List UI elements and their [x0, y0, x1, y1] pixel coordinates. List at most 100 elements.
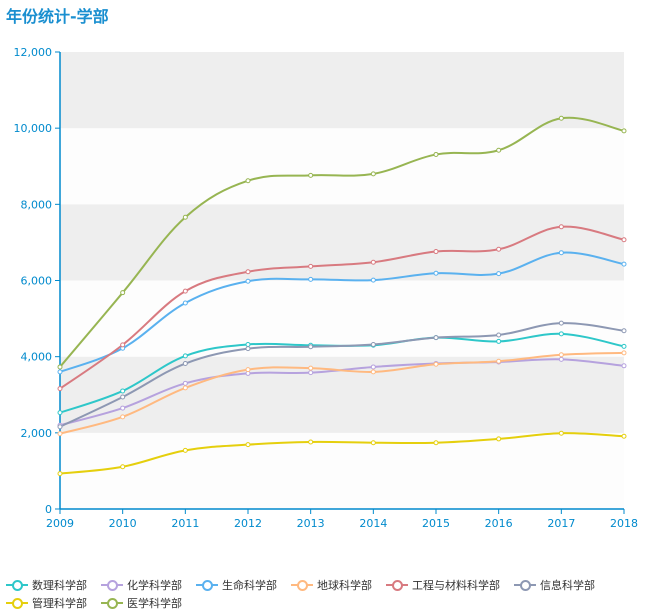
data-point[interactable] [308, 263, 314, 269]
data-point[interactable] [433, 151, 439, 157]
data-point[interactable] [433, 249, 439, 255]
data-point[interactable] [496, 147, 502, 153]
legend-item[interactable]: 管理科学部 [6, 594, 87, 612]
data-point[interactable] [245, 442, 251, 448]
data-point[interactable] [621, 363, 627, 369]
data-point[interactable] [558, 430, 564, 436]
legend-item[interactable]: 医学科学部 [101, 594, 182, 612]
grid-band [60, 204, 624, 281]
data-point[interactable] [558, 115, 564, 121]
data-point[interactable] [308, 370, 314, 376]
data-point[interactable] [496, 271, 502, 277]
x-tick-label: 2010 [109, 517, 137, 530]
data-point[interactable] [308, 344, 314, 350]
legend-item[interactable]: 数理科学部 [6, 576, 87, 594]
data-point[interactable] [182, 447, 188, 453]
data-point[interactable] [182, 353, 188, 359]
data-point[interactable] [120, 394, 126, 400]
data-point[interactable] [558, 320, 564, 326]
data-point[interactable] [182, 300, 188, 306]
series-line-4 [59, 225, 625, 390]
legend-label: 医学科学部 [127, 597, 182, 610]
grid-band [60, 432, 624, 509]
legend-item[interactable]: 生命科学部 [196, 576, 277, 594]
x-tick-label: 2017 [547, 517, 575, 530]
data-point[interactable] [120, 388, 126, 394]
data-point[interactable] [182, 288, 188, 294]
data-point[interactable] [57, 424, 63, 430]
data-point[interactable] [120, 342, 126, 348]
data-point[interactable] [57, 369, 63, 375]
data-point[interactable] [370, 369, 376, 375]
data-point[interactable] [308, 439, 314, 445]
data-point[interactable] [182, 385, 188, 391]
y-tick-label: 10,000 [14, 122, 53, 135]
data-point[interactable] [57, 386, 63, 392]
x-tick-label: 2013 [297, 517, 325, 530]
data-point[interactable] [370, 277, 376, 283]
data-point[interactable] [120, 290, 126, 296]
data-point[interactable] [120, 405, 126, 411]
data-point[interactable] [57, 431, 63, 437]
data-point[interactable] [621, 433, 627, 439]
data-point[interactable] [496, 436, 502, 442]
data-point[interactable] [433, 335, 439, 341]
data-point[interactable] [370, 440, 376, 446]
data-point[interactable] [558, 224, 564, 230]
x-tick-label: 2014 [359, 517, 387, 530]
legend-item[interactable]: 信息科学部 [514, 576, 595, 594]
data-point[interactable] [621, 237, 627, 243]
data-point[interactable] [245, 367, 251, 373]
y-tick-label: 6,000 [21, 275, 53, 288]
data-point[interactable] [245, 346, 251, 352]
data-point[interactable] [621, 350, 627, 356]
data-point[interactable] [621, 128, 627, 134]
data-point[interactable] [496, 338, 502, 344]
legend-item[interactable]: 工程与材料科学部 [386, 576, 500, 594]
data-point[interactable] [558, 331, 564, 337]
data-point[interactable] [433, 270, 439, 276]
legend-marker-icon [196, 579, 218, 591]
data-point[interactable] [433, 361, 439, 367]
legend-marker-icon [101, 597, 123, 609]
data-point[interactable] [308, 172, 314, 178]
data-point[interactable] [245, 178, 251, 184]
data-point[interactable] [245, 341, 251, 347]
data-point[interactable] [370, 364, 376, 370]
data-point[interactable] [558, 352, 564, 358]
data-point[interactable] [57, 364, 63, 370]
data-point[interactable] [558, 356, 564, 362]
legend-item[interactable]: 地球科学部 [291, 576, 372, 594]
data-point[interactable] [621, 343, 627, 349]
data-point[interactable] [182, 214, 188, 220]
legend-item[interactable]: 化学科学部 [101, 576, 182, 594]
data-point[interactable] [120, 464, 126, 470]
data-point[interactable] [370, 171, 376, 177]
data-point[interactable] [621, 261, 627, 267]
data-point[interactable] [57, 471, 63, 477]
data-point[interactable] [245, 278, 251, 284]
data-point[interactable] [120, 414, 126, 420]
data-point[interactable] [433, 440, 439, 446]
data-point[interactable] [558, 250, 564, 256]
data-point[interactable] [370, 259, 376, 265]
y-tick-label: 2,000 [21, 427, 53, 440]
data-point[interactable] [496, 358, 502, 364]
legend-label: 化学科学部 [127, 579, 182, 592]
series-lines [59, 116, 625, 475]
data-point[interactable] [308, 365, 314, 371]
data-point[interactable] [370, 341, 376, 347]
data-point[interactable] [182, 380, 188, 386]
data-point[interactable] [182, 361, 188, 367]
data-point[interactable] [308, 276, 314, 282]
data-point[interactable] [245, 269, 251, 275]
series-line-3 [59, 351, 625, 435]
data-point[interactable] [496, 332, 502, 338]
series-line-6 [59, 432, 625, 475]
data-point[interactable] [496, 246, 502, 252]
legend-marker-icon [386, 579, 408, 591]
data-point[interactable] [621, 328, 627, 334]
x-tick-label: 2012 [234, 517, 262, 530]
data-point[interactable] [57, 410, 63, 416]
